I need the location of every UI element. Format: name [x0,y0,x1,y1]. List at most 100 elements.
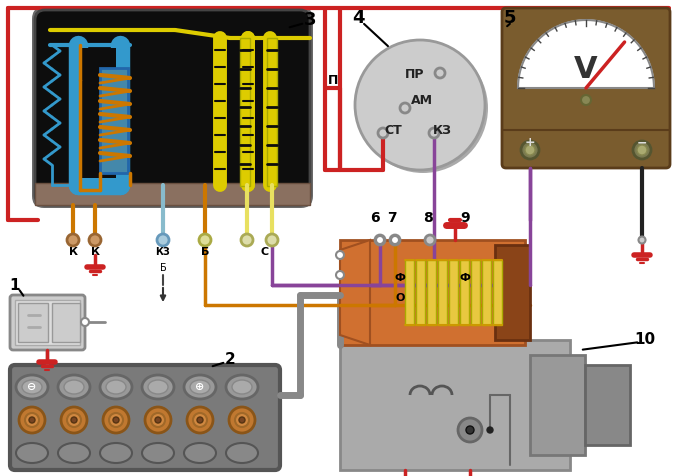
Circle shape [525,145,535,155]
Bar [471,260,480,325]
Ellipse shape [184,443,216,463]
Circle shape [581,95,591,105]
Text: 10: 10 [634,333,655,347]
Bar [438,260,447,325]
Ellipse shape [184,375,216,399]
Circle shape [376,236,384,244]
Circle shape [458,418,482,442]
Circle shape [355,40,485,170]
Ellipse shape [106,380,126,394]
FancyBboxPatch shape [35,10,310,205]
Ellipse shape [58,375,90,399]
Text: ПР: ПР [405,69,425,81]
Bar [449,260,458,325]
Circle shape [633,141,651,159]
Circle shape [113,417,119,423]
FancyBboxPatch shape [10,295,85,350]
Ellipse shape [226,375,258,399]
Bar [240,38,250,186]
Ellipse shape [190,380,210,394]
Circle shape [89,234,101,246]
Ellipse shape [100,375,132,399]
Circle shape [435,68,445,78]
Bar [35,183,310,205]
Text: К: К [90,247,100,257]
Circle shape [378,128,388,138]
Text: СТ: СТ [384,123,402,137]
FancyBboxPatch shape [10,365,280,470]
FancyBboxPatch shape [32,7,313,208]
Ellipse shape [226,443,258,463]
Ellipse shape [16,375,48,399]
Bar [460,260,469,325]
Text: 6: 6 [370,211,380,225]
Text: 5: 5 [504,9,516,27]
Bar [495,245,530,340]
Ellipse shape [142,375,174,399]
Text: 3: 3 [304,11,316,29]
Bar [482,260,491,325]
Circle shape [67,234,79,246]
Bar [427,260,436,325]
Circle shape [375,235,385,245]
Circle shape [336,271,344,279]
Text: К: К [69,247,77,257]
Bar [82,48,116,178]
Circle shape [358,43,488,173]
Circle shape [197,417,203,423]
Text: КЗ: КЗ [155,247,170,257]
Bar [405,260,414,325]
Circle shape [29,417,35,423]
Text: ⊕: ⊕ [196,382,204,392]
Text: Ф: Ф [460,273,471,283]
Circle shape [429,128,439,138]
Text: О: О [395,293,405,303]
Text: П: П [328,73,338,87]
Circle shape [638,237,646,244]
FancyBboxPatch shape [502,8,670,168]
Bar [15,300,80,345]
Ellipse shape [58,443,90,463]
Bar [340,240,525,345]
Circle shape [193,413,207,427]
Text: 4: 4 [352,9,364,27]
Polygon shape [518,20,654,88]
Ellipse shape [16,443,48,463]
Ellipse shape [64,380,84,394]
Circle shape [521,141,539,159]
Circle shape [19,407,45,433]
Circle shape [103,407,129,433]
Bar [585,365,630,445]
Ellipse shape [232,380,252,394]
Ellipse shape [142,443,174,463]
Circle shape [61,407,87,433]
Text: 2: 2 [225,353,236,367]
Text: 8: 8 [423,211,433,225]
Bar [52,303,80,342]
Ellipse shape [100,443,132,463]
Text: 7: 7 [387,211,397,225]
Circle shape [151,413,165,427]
Circle shape [235,413,249,427]
Circle shape [266,234,278,246]
Circle shape [637,145,647,155]
Bar [493,260,502,325]
Circle shape [487,427,493,433]
Circle shape [71,417,77,423]
Circle shape [336,251,344,259]
Polygon shape [340,240,370,345]
Text: +: + [525,137,535,149]
Circle shape [229,407,255,433]
Bar [416,260,425,325]
Bar [100,68,128,173]
Circle shape [391,236,399,244]
Circle shape [155,417,161,423]
Text: Б: Б [160,263,166,273]
Text: С: С [261,247,269,257]
Text: Б: Б [201,247,209,257]
Circle shape [466,426,474,434]
Circle shape [390,235,400,245]
Circle shape [199,234,211,246]
Circle shape [145,407,171,433]
Text: АМ: АМ [411,93,433,107]
